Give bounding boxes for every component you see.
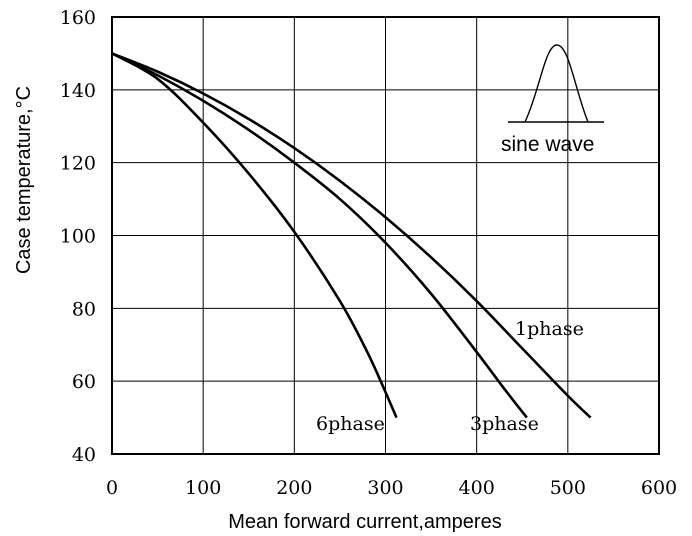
y-tick-label: 140 bbox=[60, 80, 96, 102]
tick-labels: 0 100 200 300 400 500 600 40 60 80 100 120 140 160 bbox=[60, 7, 677, 499]
grid bbox=[111, 16, 660, 455]
series-label-6phase: 6phase bbox=[316, 413, 385, 435]
y-tick-label: 120 bbox=[60, 153, 96, 175]
x-tick-label: 500 bbox=[550, 477, 586, 499]
sine-wave-icon bbox=[508, 44, 604, 123]
sine-wave-inset: sine wave bbox=[501, 44, 604, 156]
x-tick-label: 300 bbox=[367, 477, 403, 499]
y-tick-label: 60 bbox=[72, 371, 96, 393]
x-tick-label: 200 bbox=[276, 477, 312, 499]
series-label-3phase: 3phase bbox=[470, 413, 539, 435]
series-line-1phase bbox=[111, 52, 592, 419]
x-tick-label: 400 bbox=[459, 477, 495, 499]
y-axis-title: Case temperature,°C bbox=[13, 86, 35, 274]
y-tick-label: 160 bbox=[60, 7, 96, 29]
series-lines bbox=[111, 52, 592, 419]
x-tick-label: 0 bbox=[106, 477, 118, 499]
x-tick-label: 600 bbox=[641, 477, 677, 499]
series-label-1phase: 1phase bbox=[515, 318, 584, 340]
series-line-3phase bbox=[111, 52, 528, 419]
sine-wave-label: sine wave bbox=[501, 133, 594, 156]
y-tick-label: 100 bbox=[60, 226, 96, 248]
x-tick-label: 100 bbox=[185, 477, 221, 499]
y-tick-label: 40 bbox=[72, 444, 96, 466]
plot-frame bbox=[111, 16, 660, 455]
y-tick-label: 80 bbox=[72, 298, 96, 320]
series-line-6phase bbox=[111, 52, 398, 419]
x-axis-title: Mean forward current,amperes bbox=[228, 511, 501, 533]
